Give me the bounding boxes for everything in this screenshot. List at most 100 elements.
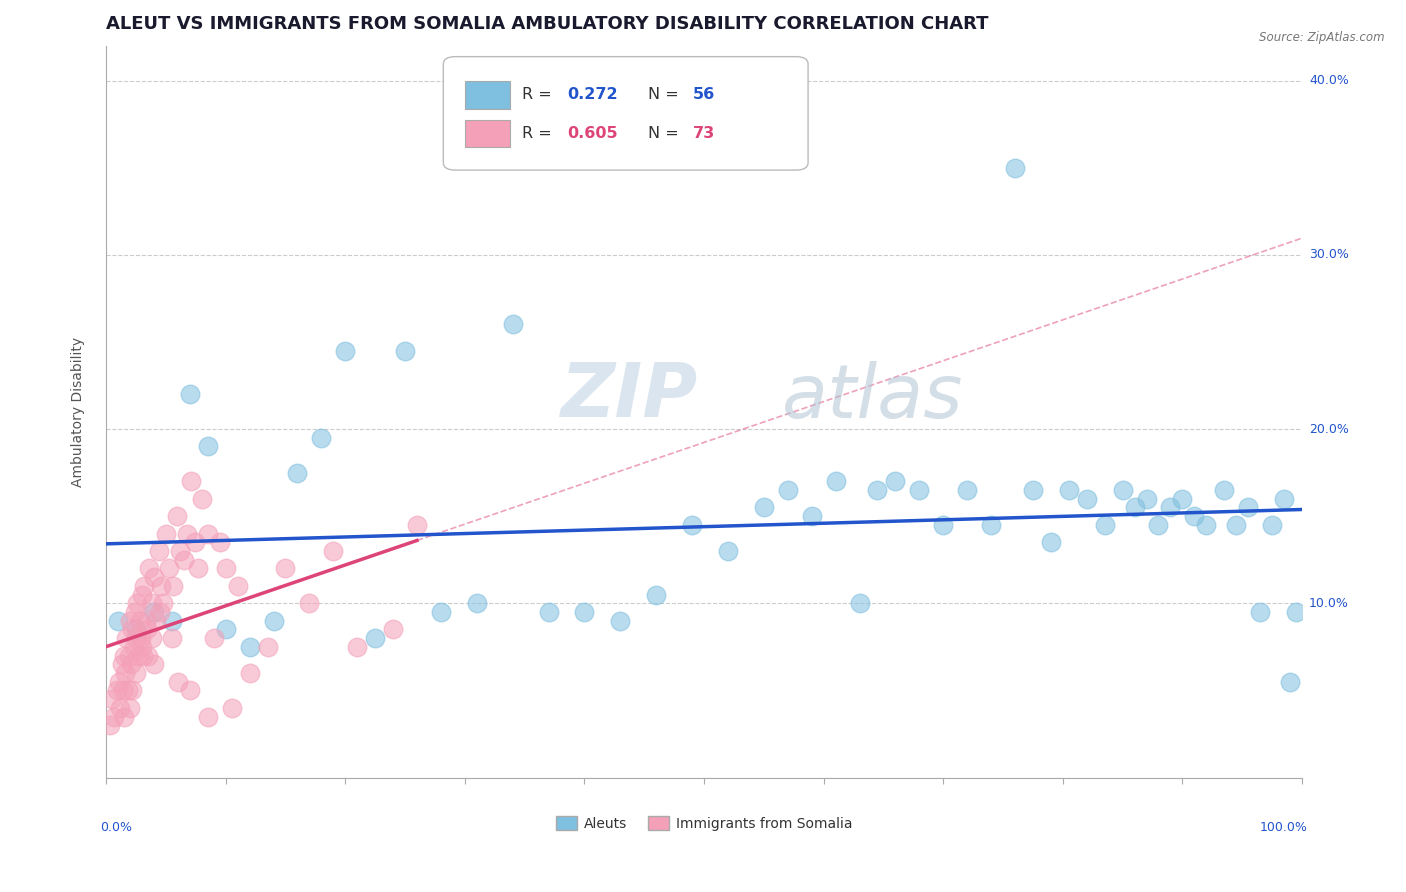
Point xyxy=(127,648,149,663)
Point xyxy=(1076,491,1098,506)
Point xyxy=(609,614,631,628)
Point xyxy=(1039,535,1062,549)
Point xyxy=(148,544,170,558)
Point xyxy=(197,709,219,723)
Point xyxy=(180,475,202,489)
Point xyxy=(1147,517,1170,532)
Point xyxy=(215,561,238,575)
Point xyxy=(287,466,309,480)
Point xyxy=(108,674,131,689)
Point xyxy=(908,483,931,497)
Point xyxy=(1022,483,1045,497)
Point xyxy=(932,517,955,532)
Point xyxy=(1225,517,1247,532)
Text: N =: N = xyxy=(648,87,683,103)
Point xyxy=(103,709,125,723)
Point xyxy=(465,596,488,610)
Point xyxy=(256,640,278,654)
Point xyxy=(221,701,243,715)
Point xyxy=(149,605,172,619)
Point xyxy=(202,631,225,645)
Point xyxy=(160,614,183,628)
Point xyxy=(1182,509,1205,524)
Point xyxy=(131,640,153,654)
Point xyxy=(125,623,148,637)
Point xyxy=(112,709,135,723)
FancyBboxPatch shape xyxy=(443,57,808,170)
Point xyxy=(101,692,124,706)
Point xyxy=(107,614,129,628)
Point xyxy=(190,491,212,506)
Point xyxy=(142,605,165,619)
Point xyxy=(141,596,163,610)
Point xyxy=(125,631,148,645)
Point xyxy=(111,683,134,698)
Point xyxy=(717,544,740,558)
Point xyxy=(208,535,231,549)
Point xyxy=(150,579,173,593)
Point xyxy=(335,343,357,358)
Text: 0.272: 0.272 xyxy=(568,87,619,103)
Text: N =: N = xyxy=(648,126,683,141)
Point xyxy=(274,561,297,575)
Point xyxy=(121,683,143,698)
Point xyxy=(131,588,153,602)
Point xyxy=(574,605,596,619)
Point xyxy=(162,579,184,593)
Point xyxy=(848,596,870,610)
Point xyxy=(197,440,219,454)
Point xyxy=(176,526,198,541)
Point xyxy=(105,683,128,698)
Point xyxy=(179,387,201,401)
Point xyxy=(112,648,135,663)
Point xyxy=(98,718,121,732)
Point xyxy=(179,683,201,698)
Point xyxy=(129,631,152,645)
Point xyxy=(187,561,209,575)
Text: 10.0%: 10.0% xyxy=(1309,597,1348,610)
Point xyxy=(128,614,150,628)
Point xyxy=(121,623,143,637)
Point xyxy=(111,657,134,672)
Text: 20.0%: 20.0% xyxy=(1309,423,1348,435)
Point xyxy=(114,665,136,680)
Point xyxy=(135,614,157,628)
Point xyxy=(1094,517,1116,532)
Point xyxy=(1237,500,1260,515)
Text: 30.0%: 30.0% xyxy=(1309,248,1348,261)
Point xyxy=(645,588,668,602)
Point xyxy=(1057,483,1080,497)
FancyBboxPatch shape xyxy=(465,81,510,109)
Point xyxy=(239,640,262,654)
Point xyxy=(127,596,149,610)
Point xyxy=(166,509,188,524)
Point xyxy=(145,614,167,628)
Point xyxy=(824,475,846,489)
Point xyxy=(298,596,321,610)
Point xyxy=(866,483,889,497)
Point xyxy=(132,648,155,663)
Point xyxy=(1261,517,1284,532)
Point xyxy=(406,517,429,532)
Text: ZIP: ZIP xyxy=(561,360,697,434)
Point xyxy=(1279,674,1302,689)
Point xyxy=(263,614,285,628)
Point xyxy=(118,648,141,663)
Point xyxy=(537,605,560,619)
Text: 0.605: 0.605 xyxy=(568,126,619,141)
Point xyxy=(141,631,163,645)
Text: ALEUT VS IMMIGRANTS FROM SOMALIA AMBULATORY DISABILITY CORRELATION CHART: ALEUT VS IMMIGRANTS FROM SOMALIA AMBULAT… xyxy=(105,15,988,33)
Point xyxy=(118,701,141,715)
Point xyxy=(142,570,165,584)
Point xyxy=(1195,517,1218,532)
Point xyxy=(956,483,979,497)
Point xyxy=(980,517,1002,532)
Point xyxy=(138,561,160,575)
Point xyxy=(1135,491,1157,506)
Point xyxy=(152,596,174,610)
Point xyxy=(752,500,775,515)
Point xyxy=(215,623,238,637)
Point xyxy=(681,517,703,532)
Point xyxy=(1285,605,1308,619)
Point xyxy=(136,648,159,663)
